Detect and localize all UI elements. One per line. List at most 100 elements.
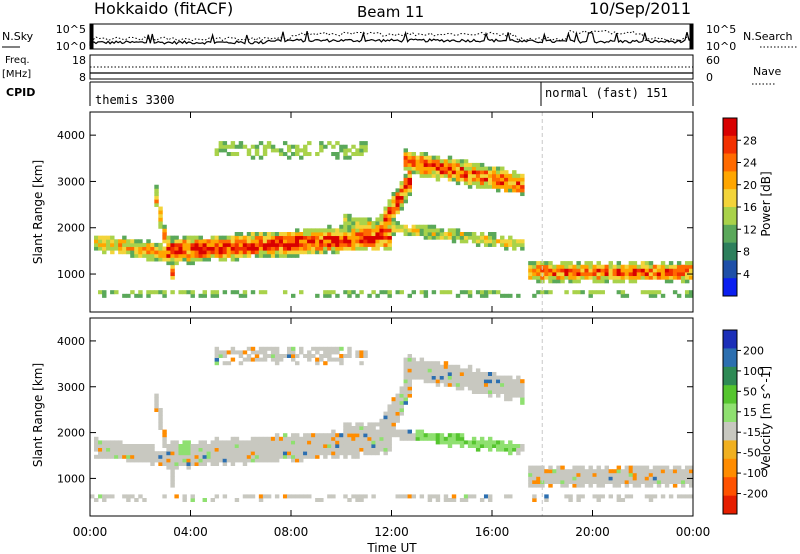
heatmap-cell xyxy=(295,436,300,441)
heatmap-cell xyxy=(138,290,143,295)
heatmap-cell xyxy=(198,440,203,445)
heatmap-cell xyxy=(270,250,276,255)
heatmap-cell xyxy=(540,261,545,266)
nsky-trace xyxy=(89,24,694,49)
heatmap-cell xyxy=(347,447,352,452)
heatmap-cell xyxy=(688,264,694,269)
nsky-tick-top-left: 10^5 xyxy=(56,23,86,36)
heatmap-cell xyxy=(371,433,376,438)
heatmap-cell xyxy=(435,494,441,499)
heatmap-cell xyxy=(648,469,654,474)
heatmap-cell xyxy=(295,454,300,459)
heatmap-cell xyxy=(226,458,232,463)
heatmap-cell xyxy=(210,447,216,452)
heatmap-cell xyxy=(186,261,191,266)
heatmap-cell xyxy=(190,239,195,244)
heatmap-cell xyxy=(174,462,179,466)
heatmap-cell xyxy=(427,498,433,502)
heatmap-cell xyxy=(664,476,670,481)
heatmap-cell xyxy=(431,232,437,237)
heatmap-cell xyxy=(387,447,392,452)
heatmap-cell xyxy=(266,242,272,247)
heatmap-cell xyxy=(572,272,577,277)
heatmap-cell xyxy=(684,261,690,266)
heatmap-cell xyxy=(331,152,336,157)
heatmap-cell xyxy=(407,368,412,373)
heatmap-cell xyxy=(343,290,348,295)
power-y-label: Slant Range [km] xyxy=(31,160,45,264)
heatmap-cell xyxy=(475,181,481,186)
heatmap-cell xyxy=(331,242,336,247)
heatmap-cell xyxy=(399,411,404,416)
heatmap-cell xyxy=(170,261,175,266)
heatmap-cell xyxy=(158,224,163,229)
heatmap-cell xyxy=(508,447,513,452)
heatmap-cell xyxy=(162,436,167,441)
heatmap-cell xyxy=(118,447,123,452)
heatmap-cell xyxy=(154,246,159,251)
heatmap-cell xyxy=(122,454,127,459)
heatmap-cell xyxy=(423,293,429,298)
heatmap-cell xyxy=(443,364,449,369)
heatmap-cell xyxy=(403,173,408,178)
heatmap-cell xyxy=(206,451,211,456)
heatmap-cell xyxy=(672,290,678,295)
heatmap-cell xyxy=(455,181,461,186)
heatmap-cell xyxy=(303,144,308,149)
heatmap-cell xyxy=(496,188,501,193)
heatmap-cell xyxy=(512,379,517,384)
heatmap-cell xyxy=(475,447,481,452)
heatmap-cell xyxy=(323,433,328,438)
colorbar-tick-label: -100 xyxy=(743,467,768,480)
heatmap-cell xyxy=(190,454,195,459)
heatmap-cell xyxy=(620,293,626,298)
heatmap-cell xyxy=(174,440,179,445)
heatmap-cell xyxy=(648,483,654,488)
heatmap-cell xyxy=(142,458,147,463)
heatmap-cell xyxy=(379,239,384,244)
heatmap-cell xyxy=(500,242,505,247)
heatmap-cell xyxy=(564,272,569,277)
heatmap-cell xyxy=(636,275,642,280)
heatmap-cell xyxy=(536,261,541,266)
heatmap-cell xyxy=(648,290,654,295)
heatmap-cell xyxy=(170,444,175,448)
heatmap-cell xyxy=(451,498,457,502)
heatmap-cell xyxy=(170,454,175,459)
heatmap-cell xyxy=(286,354,292,358)
heatmap-cell xyxy=(375,221,380,226)
y-tick-label: 3000 xyxy=(57,381,85,394)
heatmap-cell xyxy=(532,476,537,481)
heatmap-cell xyxy=(451,436,457,441)
heatmap-cell xyxy=(162,250,167,255)
heatmap-cell xyxy=(676,480,682,484)
heatmap-cell xyxy=(395,290,400,295)
heatmap-cell xyxy=(648,275,654,280)
heatmap-cell xyxy=(636,465,642,470)
heatmap-cell xyxy=(278,447,284,452)
heatmap-cell xyxy=(222,148,228,153)
heatmap-cell xyxy=(218,440,224,445)
heatmap-cell xyxy=(660,465,666,470)
heatmap-cell xyxy=(604,476,609,481)
station-title: Hokkaido (fitACF) xyxy=(94,0,233,18)
heatmap-cell xyxy=(552,472,557,477)
heatmap-cell xyxy=(644,261,650,266)
heatmap-cell xyxy=(234,235,240,240)
heatmap-cell xyxy=(323,454,328,459)
colorbar-tick-label: 50 xyxy=(743,385,757,398)
heatmap-cell xyxy=(198,293,203,298)
heatmap-cell xyxy=(680,469,686,474)
x-tick-label: 16:00 xyxy=(475,525,510,539)
heatmap-cell xyxy=(367,429,372,434)
heatmap-cell xyxy=(463,372,469,376)
heatmap-cell xyxy=(403,232,408,237)
heatmap-cell xyxy=(403,361,408,366)
heatmap-cell xyxy=(182,246,187,251)
heatmap-cell xyxy=(295,232,300,237)
heatmap-cell xyxy=(391,426,396,430)
heatmap-cell xyxy=(383,242,388,247)
heatmap-cell xyxy=(282,239,288,244)
heatmap-cell xyxy=(347,242,352,247)
